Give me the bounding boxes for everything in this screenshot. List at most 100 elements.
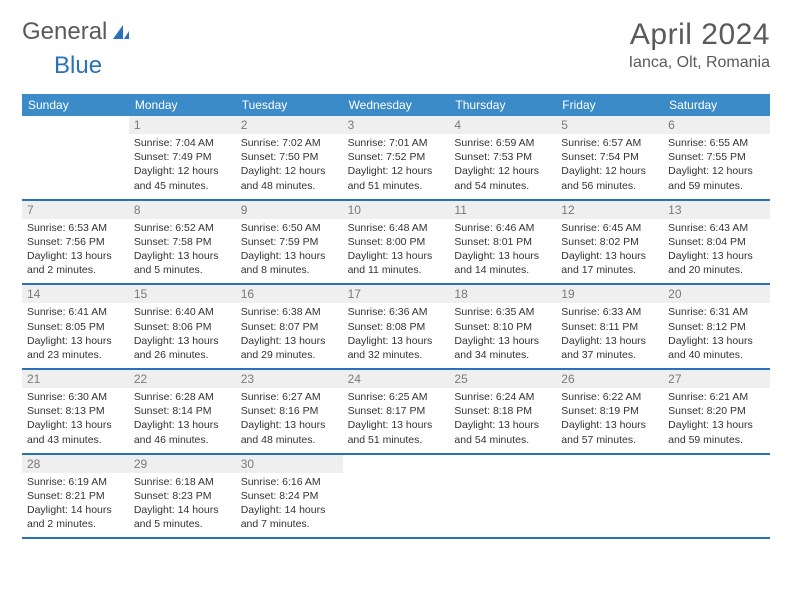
sunrise-text: Sunrise: 6:57 AM [561, 136, 658, 150]
daylight-text: Daylight: 13 hours and 54 minutes. [454, 418, 551, 446]
day-details: Sunrise: 6:41 AMSunset: 8:05 PMDaylight:… [27, 305, 124, 362]
day-cell: 3Sunrise: 7:01 AMSunset: 7:52 PMDaylight… [343, 116, 450, 199]
sunset-text: Sunset: 7:50 PM [241, 150, 338, 164]
day-details: Sunrise: 6:31 AMSunset: 8:12 PMDaylight:… [668, 305, 765, 362]
day-number: 19 [556, 285, 663, 303]
sunset-text: Sunset: 7:53 PM [454, 150, 551, 164]
day-cell [556, 455, 663, 538]
daylight-text: Daylight: 13 hours and 57 minutes. [561, 418, 658, 446]
daylight-text: Daylight: 14 hours and 5 minutes. [134, 503, 231, 531]
sunrise-text: Sunrise: 6:46 AM [454, 221, 551, 235]
day-number: 16 [236, 285, 343, 303]
day-cell: 14 Sunrise: 6:41 AMSunset: 8:05 PMDayligh… [22, 285, 129, 368]
daylight-text: Daylight: 12 hours and 45 minutes. [134, 164, 231, 192]
daylight-text: Daylight: 13 hours and 29 minutes. [241, 334, 338, 362]
day-cell: 16 Sunrise: 6:38 AMSunset: 8:07 PMDayligh… [236, 285, 343, 368]
day-details: Sunrise: 6:48 AMSunset: 8:00 PMDaylight:… [348, 221, 445, 278]
daylight-text: Daylight: 12 hours and 54 minutes. [454, 164, 551, 192]
title-block: April 2024 Ianca, Olt, Romania [629, 18, 770, 72]
daylight-text: Daylight: 13 hours and 14 minutes. [454, 249, 551, 277]
day-details: Sunrise: 6:43 AMSunset: 8:04 PMDaylight:… [668, 221, 765, 278]
daylight-text: Daylight: 13 hours and 26 minutes. [134, 334, 231, 362]
day-cell: 25 Sunrise: 6:24 AMSunset: 8:18 PMDayligh… [449, 370, 556, 453]
day-cell [663, 455, 770, 538]
daylight-text: Daylight: 13 hours and 40 minutes. [668, 334, 765, 362]
brand-logo: General [22, 18, 131, 46]
sunrise-text: Sunrise: 7:04 AM [134, 136, 231, 150]
day-number: 15 [129, 285, 236, 303]
day-details: Sunrise: 6:55 AMSunset: 7:55 PMDaylight:… [668, 136, 765, 193]
sunrise-text: Sunrise: 6:52 AM [134, 221, 231, 235]
sunrise-text: Sunrise: 6:35 AM [454, 305, 551, 319]
calendar-grid: Sunday Monday Tuesday Wednesday Thursday… [22, 94, 770, 539]
sunrise-text: Sunrise: 6:21 AM [668, 390, 765, 404]
day-number: 30 [236, 455, 343, 473]
day-details: Sunrise: 6:28 AMSunset: 8:14 PMDaylight:… [134, 390, 231, 447]
day-details: Sunrise: 6:45 AMSunset: 8:02 PMDaylight:… [561, 221, 658, 278]
sunset-text: Sunset: 8:11 PM [561, 320, 658, 334]
day-number: 17 [343, 285, 450, 303]
brand-sail-icon [111, 23, 131, 41]
day-cell: 28 Sunrise: 6:19 AMSunset: 8:21 PMDayligh… [22, 455, 129, 538]
sunrise-text: Sunrise: 6:41 AM [27, 305, 124, 319]
sunset-text: Sunset: 8:24 PM [241, 489, 338, 503]
daylight-text: Daylight: 13 hours and 11 minutes. [348, 249, 445, 277]
day-details: Sunrise: 6:27 AMSunset: 8:16 PMDaylight:… [241, 390, 338, 447]
week-row: 14Sunrise: 6:41 AMSunset: 8:05 PMDayligh… [22, 285, 770, 370]
sunset-text: Sunset: 8:21 PM [27, 489, 124, 503]
day-number: 9 [236, 201, 343, 219]
day-cell: 27Sunrise: 6:21 AMSunset: 8:20 PMDayligh… [663, 370, 770, 453]
day-details: Sunrise: 6:52 AMSunset: 7:58 PMDaylight:… [134, 221, 231, 278]
week-row: 1Sunrise: 7:04 AMSunset: 7:49 PMDaylight… [22, 116, 770, 201]
day-details: Sunrise: 6:25 AMSunset: 8:17 PMDaylight:… [348, 390, 445, 447]
sunset-text: Sunset: 8:10 PM [454, 320, 551, 334]
sunrise-text: Sunrise: 6:33 AM [561, 305, 658, 319]
day-number: 23 [236, 370, 343, 388]
day-cell [343, 455, 450, 538]
day-details: Sunrise: 6:46 AMSunset: 8:01 PMDaylight:… [454, 221, 551, 278]
sunrise-text: Sunrise: 6:59 AM [454, 136, 551, 150]
dow-header-row: Sunday Monday Tuesday Wednesday Thursday… [22, 94, 770, 116]
weeks-container: 1Sunrise: 7:04 AMSunset: 7:49 PMDaylight… [22, 116, 770, 539]
daylight-text: Daylight: 13 hours and 5 minutes. [134, 249, 231, 277]
sunset-text: Sunset: 8:05 PM [27, 320, 124, 334]
dow-cell: Wednesday [343, 94, 450, 116]
day-cell: 11Sunrise: 6:46 AMSunset: 8:01 PMDayligh… [449, 201, 556, 284]
day-number: 5 [556, 116, 663, 134]
day-number: 7 [22, 201, 129, 219]
daylight-text: Daylight: 13 hours and 37 minutes. [561, 334, 658, 362]
day-number: 25 [449, 370, 556, 388]
dow-cell: Sunday [22, 94, 129, 116]
sunrise-text: Sunrise: 6:27 AM [241, 390, 338, 404]
sunrise-text: Sunrise: 7:02 AM [241, 136, 338, 150]
sunset-text: Sunset: 8:08 PM [348, 320, 445, 334]
day-cell: 22Sunrise: 6:28 AMSunset: 8:14 PMDayligh… [129, 370, 236, 453]
day-number: 26 [556, 370, 663, 388]
daylight-text: Daylight: 13 hours and 2 minutes. [27, 249, 124, 277]
sunrise-text: Sunrise: 6:53 AM [27, 221, 124, 235]
day-details: Sunrise: 6:21 AMSunset: 8:20 PMDaylight:… [668, 390, 765, 447]
sunset-text: Sunset: 8:12 PM [668, 320, 765, 334]
day-cell [449, 455, 556, 538]
day-details: Sunrise: 6:19 AMSunset: 8:21 PMDaylight:… [27, 475, 124, 532]
day-details: Sunrise: 6:38 AMSunset: 8:07 PMDaylight:… [241, 305, 338, 362]
sunset-text: Sunset: 8:16 PM [241, 404, 338, 418]
day-number: 28 [22, 455, 129, 473]
sunrise-text: Sunrise: 7:01 AM [348, 136, 445, 150]
day-cell: 20Sunrise: 6:31 AMSunset: 8:12 PMDayligh… [663, 285, 770, 368]
day-details: Sunrise: 6:35 AMSunset: 8:10 PMDaylight:… [454, 305, 551, 362]
day-details: Sunrise: 6:50 AMSunset: 7:59 PMDaylight:… [241, 221, 338, 278]
day-details: Sunrise: 6:24 AMSunset: 8:18 PMDaylight:… [454, 390, 551, 447]
sunset-text: Sunset: 7:54 PM [561, 150, 658, 164]
sunset-text: Sunset: 7:59 PM [241, 235, 338, 249]
sunset-text: Sunset: 8:14 PM [134, 404, 231, 418]
day-number: 14 [22, 285, 129, 303]
daylight-text: Daylight: 12 hours and 48 minutes. [241, 164, 338, 192]
sunrise-text: Sunrise: 6:45 AM [561, 221, 658, 235]
daylight-text: Daylight: 13 hours and 48 minutes. [241, 418, 338, 446]
day-cell: 19 Sunrise: 6:33 AMSunset: 8:11 PMDayligh… [556, 285, 663, 368]
day-cell: 21Sunrise: 6:30 AMSunset: 8:13 PMDayligh… [22, 370, 129, 453]
dow-cell: Monday [129, 94, 236, 116]
sunrise-text: Sunrise: 6:16 AM [241, 475, 338, 489]
daylight-text: Daylight: 14 hours and 2 minutes. [27, 503, 124, 531]
